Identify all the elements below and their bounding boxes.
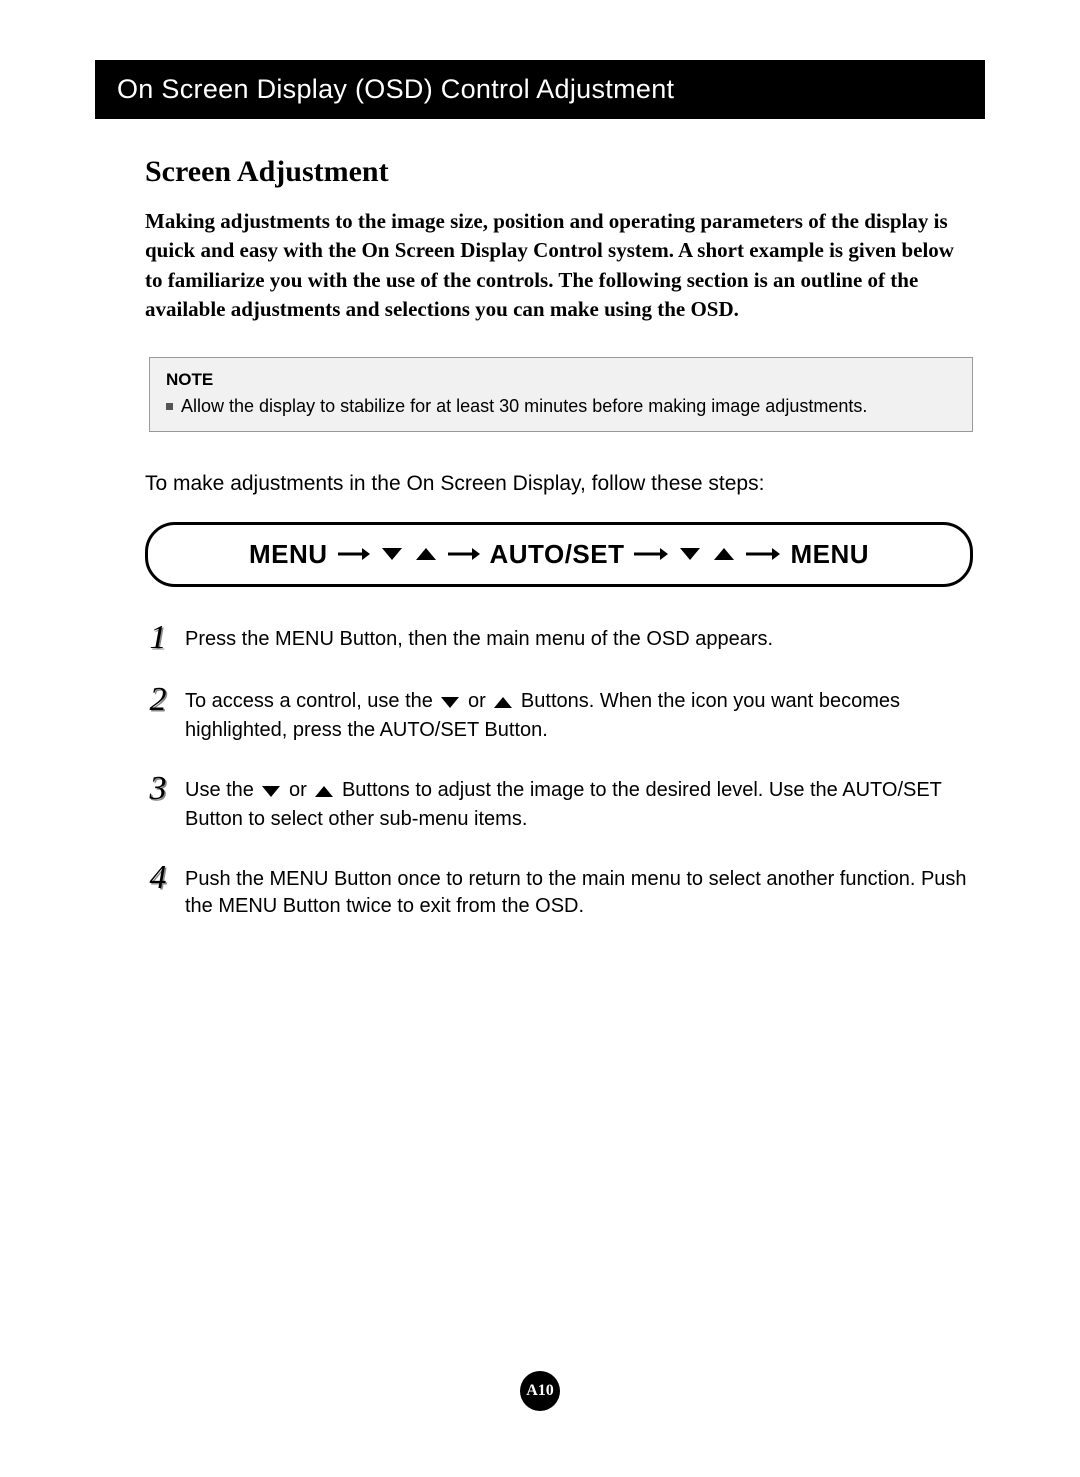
step-number: 1 bbox=[145, 621, 171, 655]
lead-text: To make adjustments in the On Screen Dis… bbox=[145, 472, 985, 496]
step-text-mid: or bbox=[462, 690, 491, 712]
note-text: Allow the display to stabilize for at le… bbox=[166, 396, 956, 417]
step-text: To access a control, use the or Buttons.… bbox=[185, 683, 973, 744]
step-text: Press the MENU Button, then the main men… bbox=[185, 621, 773, 653]
flow-sequence: MENU AUTO/SET MENU bbox=[249, 539, 869, 570]
step-item: 1 Press the MENU Button, then the main m… bbox=[145, 621, 973, 655]
triangle-up-icon bbox=[493, 692, 513, 714]
flow-label-autoset: AUTO/SET bbox=[490, 539, 625, 570]
bullet-icon bbox=[166, 403, 173, 410]
step-item: 3 Use the or Buttons to adjust the image… bbox=[145, 772, 973, 833]
triangle-down-icon bbox=[380, 546, 404, 562]
flow-label-menu-2: MENU bbox=[790, 539, 869, 570]
step-text: Push the MENU Button once to return to t… bbox=[185, 861, 973, 920]
arrow-right-icon bbox=[746, 546, 780, 562]
step-text-pre: To access a control, use the bbox=[185, 690, 438, 712]
flow-label-menu-1: MENU bbox=[249, 539, 328, 570]
step-item: 4 Push the MENU Button once to return to… bbox=[145, 861, 973, 920]
step-text-body: Press the MENU Button, then the main men… bbox=[185, 628, 773, 650]
header-bar: On Screen Display (OSD) Control Adjustme… bbox=[95, 60, 985, 119]
note-label: NOTE bbox=[166, 370, 956, 390]
note-body: Allow the display to stabilize for at le… bbox=[181, 396, 867, 416]
arrow-right-icon bbox=[338, 546, 370, 562]
step-number: 2 bbox=[145, 683, 171, 717]
page-number-badge: A10 bbox=[520, 1371, 560, 1411]
arrow-right-icon bbox=[448, 546, 480, 562]
step-item: 2 To access a control, use the or Button… bbox=[145, 683, 973, 744]
section-title: Screen Adjustment bbox=[145, 155, 985, 189]
step-text: Use the or Buttons to adjust the image t… bbox=[185, 772, 973, 833]
intro-paragraph: Making adjustments to the image size, po… bbox=[145, 207, 973, 325]
flow-box: MENU AUTO/SET MENU bbox=[145, 522, 973, 587]
step-number: 4 bbox=[145, 861, 171, 895]
triangle-up-icon bbox=[314, 781, 334, 803]
triangle-down-icon bbox=[678, 546, 702, 562]
note-box: NOTE Allow the display to stabilize for … bbox=[149, 357, 973, 432]
step-text-mid: or bbox=[283, 779, 312, 801]
triangle-up-icon bbox=[414, 546, 438, 562]
steps-list: 1 Press the MENU Button, then the main m… bbox=[145, 621, 973, 920]
triangle-up-icon bbox=[712, 546, 736, 562]
page-number: A10 bbox=[526, 1382, 554, 1400]
triangle-down-icon bbox=[261, 781, 281, 803]
step-number: 3 bbox=[145, 772, 171, 806]
step-text-pre: Use the bbox=[185, 779, 259, 801]
triangle-down-icon bbox=[440, 692, 460, 714]
arrow-right-icon bbox=[634, 546, 668, 562]
header-title: On Screen Display (OSD) Control Adjustme… bbox=[117, 74, 674, 104]
step-text-body: Push the MENU Button once to return to t… bbox=[185, 868, 967, 917]
